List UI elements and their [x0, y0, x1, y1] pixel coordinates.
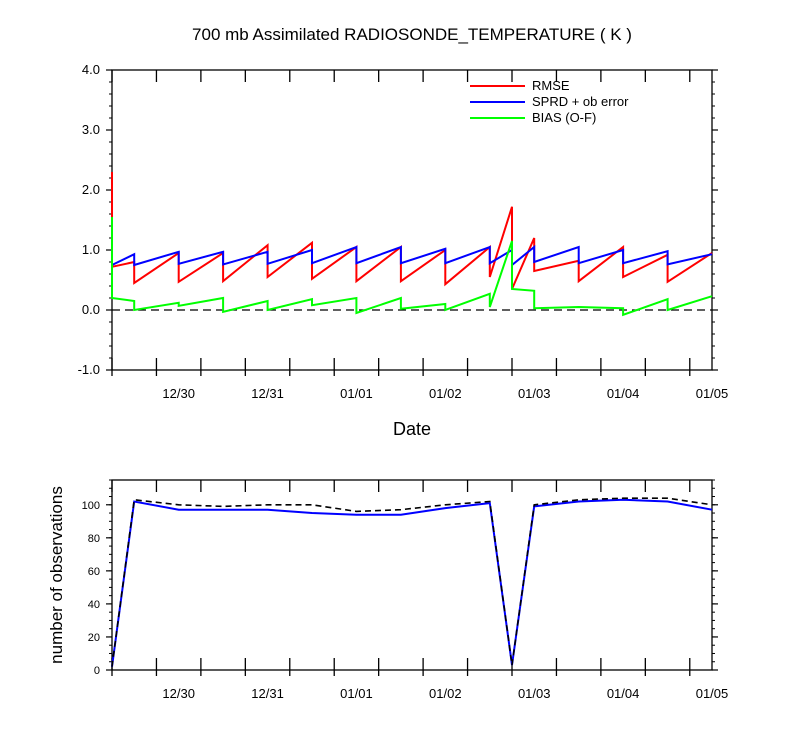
legend-label: BIAS (O-F) — [532, 110, 596, 125]
x-tick-label: 01/05 — [696, 386, 729, 401]
x-tick-label: 01/05 — [696, 686, 729, 701]
x-tick-label: 01/01 — [340, 686, 373, 701]
legend-label: SPRD + ob error — [532, 94, 629, 109]
x-tick-label: 01/04 — [607, 386, 640, 401]
series-line-sprd-ob-error — [111, 244, 713, 268]
x-tick-label: 12/30 — [162, 686, 195, 701]
y-tick-label: 60 — [88, 566, 100, 578]
x-tick-label: 01/01 — [340, 386, 373, 401]
series-line-rmse — [111, 172, 713, 290]
x-tick-label: 01/02 — [429, 386, 462, 401]
y-tick-label: -1.0 — [78, 362, 100, 377]
x-tick-label: 01/02 — [429, 686, 462, 701]
y-tick-label: 100 — [82, 500, 100, 512]
x-tick-label: 01/04 — [607, 686, 640, 701]
series-line-bias-o-f — [111, 217, 713, 317]
y-tick-label: 0 — [94, 665, 100, 677]
x-tick-label: 12/30 — [162, 386, 195, 401]
bottom-chart: 100 80 60 40 20 0 12/30 12/31 01/01 01/02 01/03 01… — [47, 479, 729, 701]
legend-label: RMSE — [532, 78, 570, 93]
y-tick-label: 40 — [88, 599, 100, 611]
chart-title: 700 mb Assimilated RADIOSONDE_TEMPERATUR… — [192, 25, 632, 44]
series-line-possible — [111, 497, 713, 667]
series-line-used — [111, 498, 713, 667]
top-plot-frame — [111, 69, 713, 371]
x-tick-label: 12/31 — [251, 686, 284, 701]
y-axis-title: number of observations — [47, 486, 66, 664]
y-tick-label: 20 — [88, 632, 100, 644]
y-tick-label: 3.0 — [82, 122, 100, 137]
y-tick-label: 4.0 — [82, 62, 100, 77]
y-tick-label: 0.0 — [82, 302, 100, 317]
bottom-plot-frame — [111, 479, 713, 671]
y-tick-label: 2.0 — [82, 182, 100, 197]
y-tick-label: 1.0 — [82, 242, 100, 257]
x-tick-label: 01/03 — [518, 686, 551, 701]
x-tick-label: 12/31 — [251, 386, 284, 401]
top-chart: 700 mb Assimilated RADIOSONDE_TEMPERATUR… — [78, 25, 729, 439]
y-tick-label: 80 — [88, 533, 100, 545]
x-axis-title: Date — [393, 419, 431, 439]
x-tick-label: 01/03 — [518, 386, 551, 401]
